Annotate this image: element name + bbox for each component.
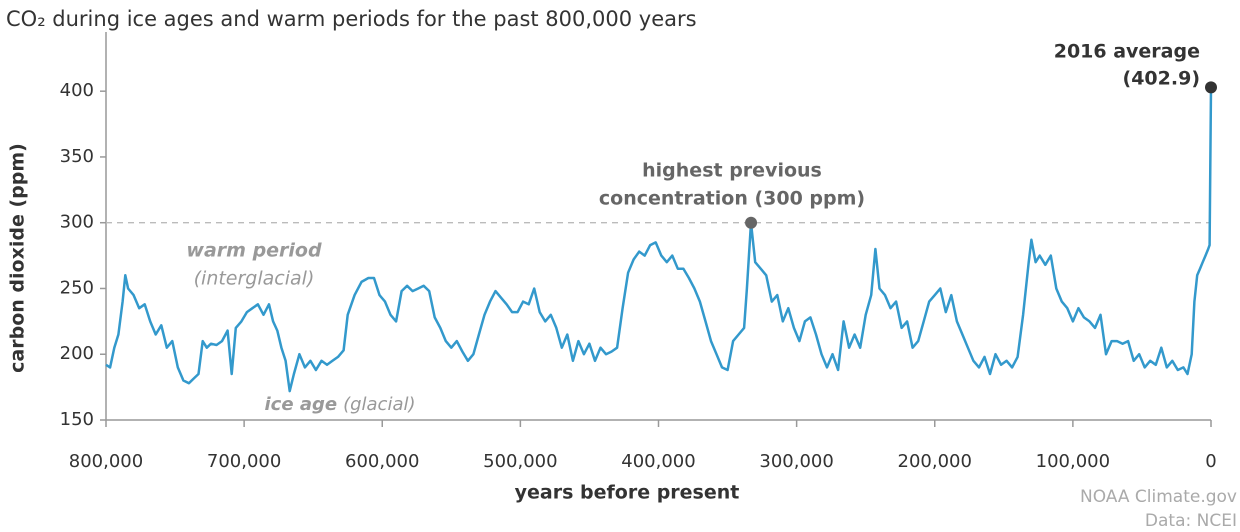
y-tick-label: 200 (60, 343, 94, 364)
x-tick-label: 100,000 (1036, 451, 1110, 472)
data-line (105, 87, 1213, 393)
x-tick-label: 600,000 (345, 451, 419, 472)
annotation-part: (glacial) (343, 394, 415, 415)
y-tick-label: 250 (60, 277, 94, 298)
annotation: ice age (glacial) (265, 394, 416, 415)
x-tick-label: 800,000 (69, 451, 143, 472)
annotation: (interglacial) (194, 268, 315, 290)
y-tick-label: 400 (60, 80, 94, 101)
x-tick-label: 300,000 (759, 451, 833, 472)
x-tick-label: 400,000 (621, 451, 695, 472)
y-tick-label: 150 (60, 409, 94, 430)
annotation: (402.9) (1123, 68, 1200, 90)
y-tick-label: 300 (60, 212, 94, 233)
x-tick-label: 700,000 (207, 451, 281, 472)
y-tick-label: 350 (60, 146, 94, 167)
x-tick-label: 500,000 (483, 451, 557, 472)
annotation-marker (745, 216, 758, 229)
annotation: warm period (186, 240, 322, 262)
x-axis-title: years before present (515, 482, 740, 504)
annotation: highest previous (642, 160, 822, 182)
annotation: 2016 average (1054, 41, 1200, 63)
y-axis-title: carbon dioxide (ppm) (7, 143, 29, 373)
source: Data: NCEI (1145, 511, 1237, 531)
chart-title: CO₂ during ice ages and warm periods for… (6, 7, 697, 31)
x-tick-label: 200,000 (898, 451, 972, 472)
source: NOAA Climate.gov (1080, 487, 1237, 507)
annotation-part: ice age (265, 394, 338, 415)
annotation-marker (1205, 81, 1217, 94)
x-tick-label: 0 (1205, 451, 1216, 472)
annotation: concentration (300 ppm) (599, 188, 865, 210)
